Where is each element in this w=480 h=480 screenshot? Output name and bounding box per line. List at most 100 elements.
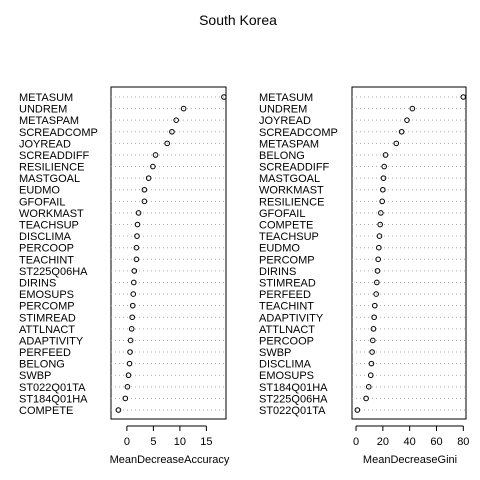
accuracy-plot-frame	[110, 86, 227, 420]
accuracy-category-label: DISCLIMA	[19, 231, 72, 243]
accuracy-point	[221, 94, 227, 100]
accuracy-category-label: UNDREM	[19, 104, 67, 116]
gini-point	[377, 221, 383, 228]
gini-category-label: BELONG	[259, 150, 305, 162]
accuracy-category-label: BELONG	[19, 359, 65, 371]
gini-point	[374, 268, 381, 274]
accuracy-point	[127, 349, 133, 355]
accuracy-point	[130, 279, 137, 286]
accuracy-point	[173, 117, 179, 123]
accuracy-category-label: DIRINS	[19, 277, 56, 289]
gini-point	[382, 152, 389, 158]
accuracy-x-tick-label: 5	[150, 436, 156, 448]
gini-category-label: ST022Q01TA	[259, 405, 326, 417]
accuracy-category-label: JOYREAD	[19, 138, 71, 150]
gini-point	[372, 302, 378, 309]
accuracy-point	[134, 233, 140, 239]
accuracy-category-label: EUDMO	[19, 185, 60, 197]
gini-x-tick-label: 0	[353, 436, 359, 448]
gini-category-label: STIMREAD	[259, 277, 316, 289]
accuracy-point	[135, 210, 142, 216]
gini-x-tick-label: 60	[430, 436, 442, 448]
gini-category-label: MASTGOAL	[259, 173, 320, 185]
accuracy-point	[122, 395, 129, 402]
accuracy-category-label: PERCOOP	[19, 243, 74, 255]
accuracy-category-label: METASUM	[19, 92, 73, 104]
accuracy-point	[133, 256, 140, 263]
gini-category-label: EUDMO	[259, 243, 300, 255]
gini-point	[380, 186, 386, 193]
accuracy-point	[127, 337, 134, 344]
gini-point	[376, 233, 383, 239]
gini-point	[369, 337, 376, 344]
accuracy-category-label: RESILIENCE	[19, 162, 84, 174]
accuracy-category-label: GFOFAIL	[19, 196, 65, 208]
gini-category-label: WORKMAST	[259, 185, 324, 197]
gini-point	[409, 105, 416, 112]
accuracy-point	[141, 198, 148, 205]
accuracy-panel: METASUMUNDREMMETASPAMSCREADCOMPJOYREADSC…	[19, 86, 230, 466]
gini-point	[381, 163, 387, 170]
gini-point	[378, 210, 384, 216]
accuracy-point	[126, 360, 133, 367]
gini-category-label: UNDREM	[259, 104, 307, 116]
gini-category-label: JOYREAD	[259, 115, 311, 127]
chart-title: South Korea	[199, 12, 277, 28]
accuracy-category-label: METASPAM	[19, 115, 79, 127]
gini-point	[460, 94, 467, 100]
gini-category-label: COMPETE	[259, 220, 313, 232]
gini-category-label: ST225Q06HA	[259, 393, 328, 405]
accuracy-category-label: COMPETE	[19, 405, 73, 417]
accuracy-category-label: MASTGOAL	[19, 173, 80, 185]
accuracy-category-label: SWBP	[19, 370, 51, 382]
gini-category-label: PERCOMP	[259, 254, 315, 266]
gini-x-axis-title: MeanDecreaseGini	[363, 454, 457, 466]
gini-point	[373, 291, 379, 297]
gini-category-label: ADAPTIVITY	[259, 312, 324, 324]
accuracy-category-label: TEACHSUP	[19, 220, 79, 232]
gini-category-label: PERFEED	[259, 289, 311, 301]
gini-point	[376, 244, 382, 251]
accuracy-category-label: PERCOMP	[19, 301, 75, 313]
accuracy-x-tick-label: 15	[200, 436, 212, 448]
gini-category-label: PERCOOP	[259, 335, 314, 347]
gini-category-label: RESILIENCE	[259, 196, 324, 208]
gini-x-tick-label: 20	[377, 436, 389, 448]
accuracy-point	[141, 186, 148, 193]
gini-point	[375, 256, 381, 263]
accuracy-point	[150, 163, 156, 170]
gini-category-label: EMOSUPS	[259, 370, 314, 382]
gini-panel: METASUMUNDREMJOYREADSCREADCOMPMETASPAMBE…	[259, 86, 469, 466]
gini-category-label: METASUM	[259, 92, 313, 104]
accuracy-category-label: PERFEED	[19, 347, 71, 359]
gini-point	[404, 117, 410, 123]
gini-point	[374, 279, 380, 286]
gini-category-label: SCREADDIFF	[259, 162, 330, 174]
gini-category-label: DIRINS	[259, 266, 296, 278]
gini-category-label: TEACHINT	[259, 301, 314, 313]
accuracy-point	[152, 152, 159, 158]
accuracy-category-label: SCREADCOMP	[19, 127, 98, 139]
accuracy-point	[169, 128, 175, 135]
gini-x-tick-label: 40	[404, 436, 416, 448]
gini-point	[371, 314, 377, 321]
gini-category-label: METASPAM	[259, 138, 319, 150]
gini-category-label: SCREADCOMP	[259, 127, 338, 139]
accuracy-point	[124, 384, 131, 390]
accuracy-point	[130, 291, 137, 297]
accuracy-category-label: ST184Q01HA	[19, 393, 88, 405]
accuracy-point	[125, 372, 132, 379]
gini-category-label: TEACHSUP	[259, 231, 319, 243]
accuracy-x-axis-title: MeanDecreaseAccuracy	[110, 454, 230, 466]
gini-point	[379, 198, 385, 205]
accuracy-point	[134, 221, 141, 228]
accuracy-category-label: ST022Q01TA	[19, 382, 86, 394]
gini-point	[370, 326, 377, 332]
accuracy-category-label: ATTLNACT	[19, 324, 75, 336]
accuracy-x-tick-label: 10	[174, 436, 186, 448]
gini-plot-frame	[351, 86, 467, 420]
accuracy-category-label: ADAPTIVITY	[19, 335, 84, 347]
gini-point	[365, 384, 372, 390]
accuracy-category-label: SCREADDIFF	[19, 150, 90, 162]
